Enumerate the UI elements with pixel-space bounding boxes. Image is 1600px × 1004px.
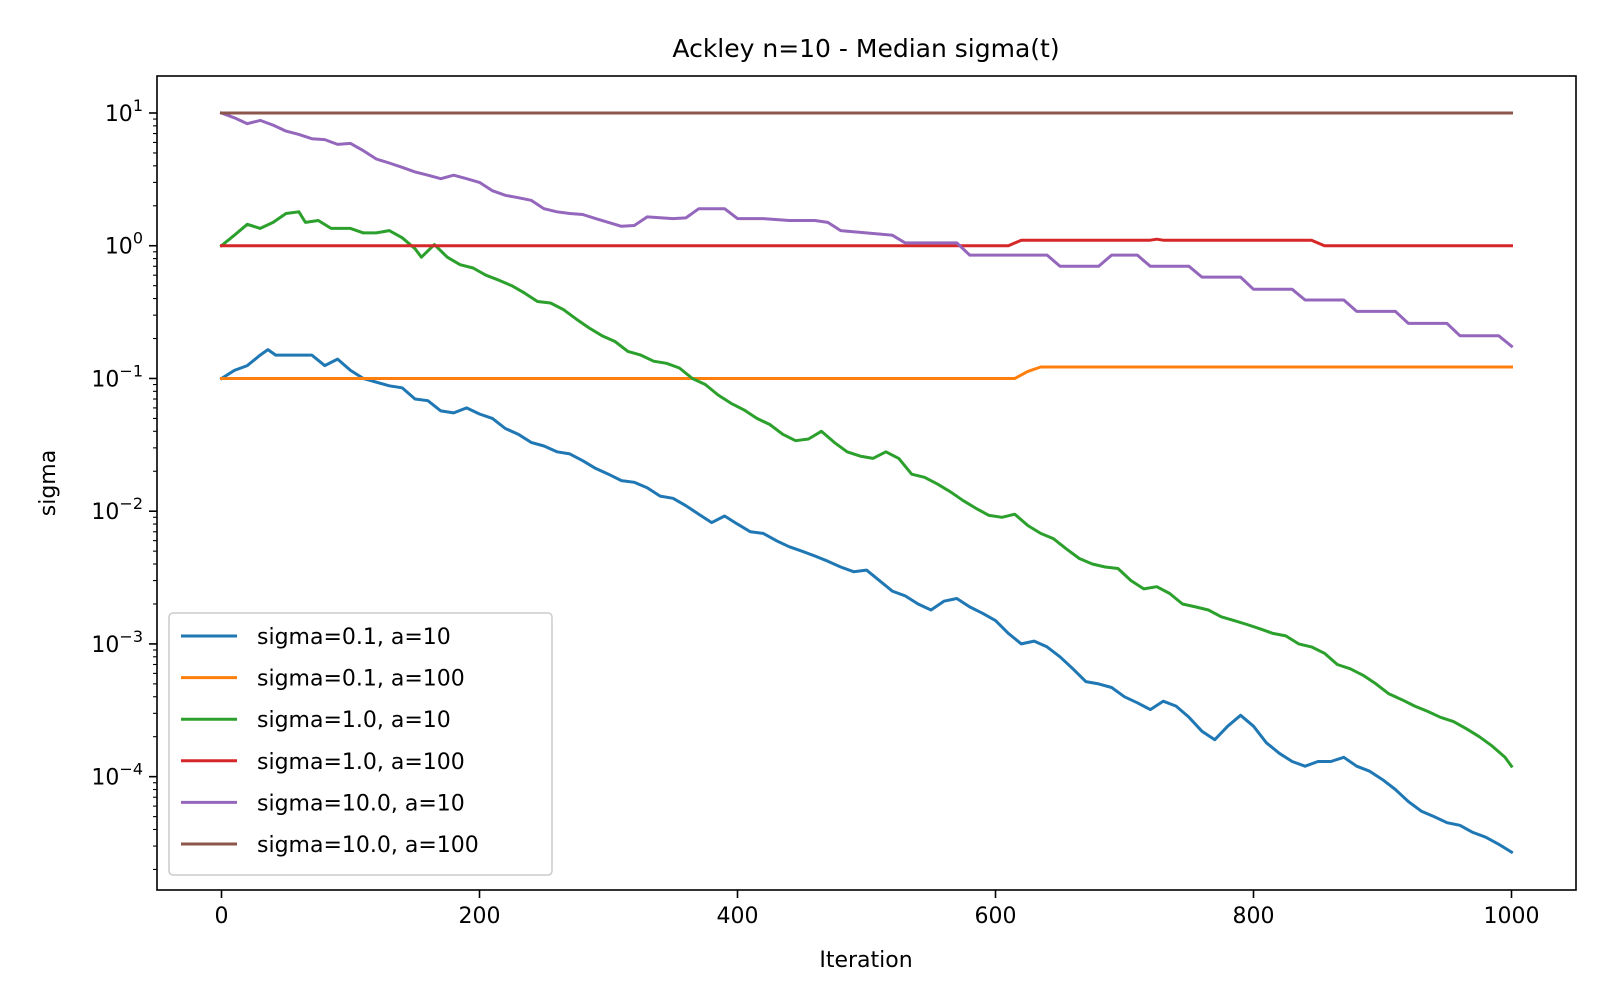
x-tick-label-5: 1000 xyxy=(1484,904,1540,929)
x-tick-label-4: 800 xyxy=(1233,904,1275,929)
legend: sigma=0.1, a=10 sigma=0.1, a=100 sigma=1.0… xyxy=(168,612,553,876)
legend-label-3: sigma=1.0, a=100 xyxy=(257,750,465,775)
legend-label-4: sigma=10.0, a=10 xyxy=(257,791,465,816)
legend-box xyxy=(168,612,553,876)
x-axis-ticks: 0 200 400 600 800 1000 xyxy=(215,890,1540,929)
series-line-3 xyxy=(220,237,1513,248)
x-tick-label-2: 400 xyxy=(717,904,759,929)
y-axis-label: sigma xyxy=(36,450,61,516)
x-tick-label-3: 600 xyxy=(975,904,1017,929)
x-axis-label: Iteration xyxy=(819,948,912,973)
legend-label-2: sigma=1.0, a=10 xyxy=(257,708,451,733)
legend-label-5: sigma=10.0, a=100 xyxy=(257,833,479,858)
plot-frame xyxy=(156,75,1577,891)
x-tick-label-1: 200 xyxy=(459,904,501,929)
chart-title: Ackley n=10 - Median sigma(t) xyxy=(672,34,1059,63)
y-tick-label-5: 10−4 xyxy=(91,760,143,791)
series-line-4 xyxy=(219,111,1514,349)
series-line-0 xyxy=(219,348,1514,855)
series-line-1 xyxy=(220,365,1513,380)
legend-label-0: sigma=0.1, a=10 xyxy=(257,625,451,650)
x-tick-label-0: 0 xyxy=(215,904,229,929)
legend-label-1: sigma=0.1, a=100 xyxy=(257,667,465,692)
plot-lines xyxy=(219,111,1514,855)
